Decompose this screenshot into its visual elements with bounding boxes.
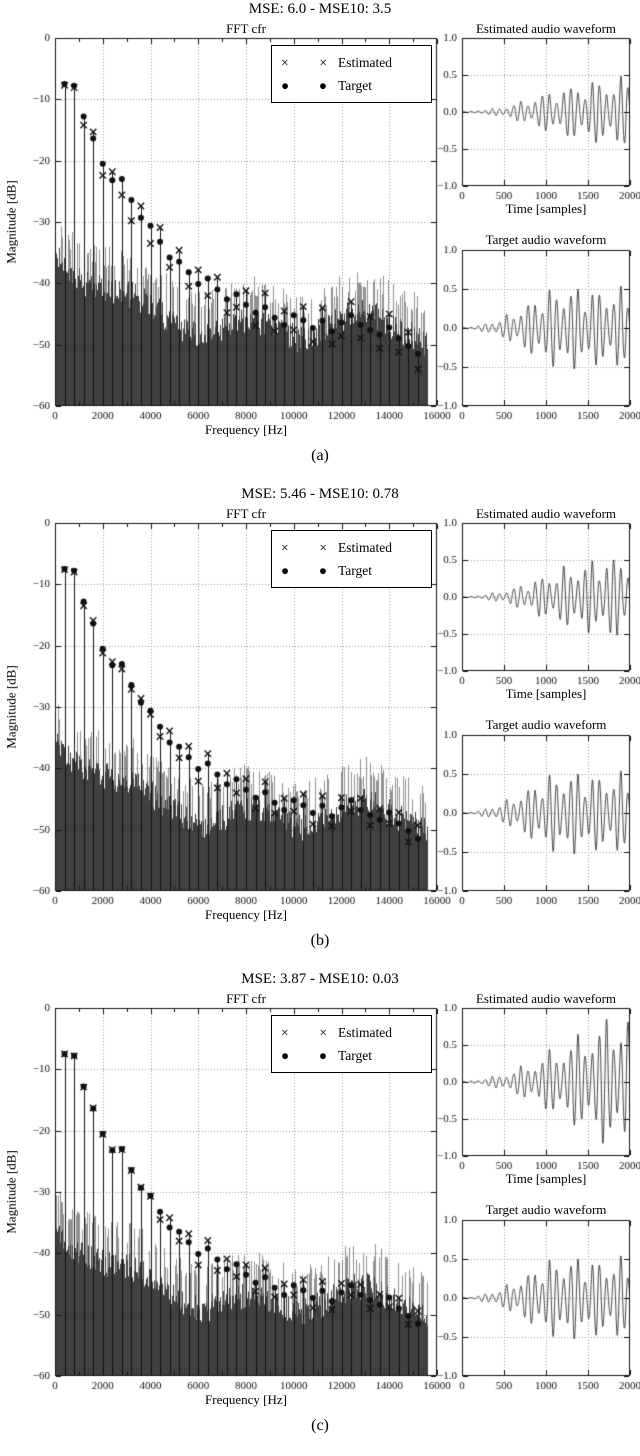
- legend-row-target: ● ● Target: [281, 559, 422, 582]
- time-axis-label: Time [samples]: [505, 201, 587, 216]
- legend-row-target: ● ● Target: [281, 74, 422, 97]
- estimated-waveform-title: Estimated audio waveform: [475, 21, 617, 36]
- legend-row-estimated: × × Estimated: [281, 51, 422, 74]
- estimated-waveform-title: Estimated audio waveform: [475, 506, 617, 521]
- dot-marker-icon: ● ●: [281, 563, 327, 579]
- panel-caption: (b): [310, 932, 330, 949]
- x-marker-icon: ×: [281, 539, 289, 555]
- x-marker-icon: ×: [319, 54, 327, 70]
- panel-caption: (a): [311, 447, 329, 464]
- panel-a: MSE: 6.0 - MSE10: 3.5 FFT cfr Magnitude …: [0, 0, 640, 485]
- x-marker-icon: ×: [281, 54, 289, 70]
- legend-row-target: ● ● Target: [281, 1044, 422, 1067]
- dot-marker-icon: ●: [318, 1047, 327, 1063]
- estimated-waveform-title: Estimated audio waveform: [475, 991, 617, 1006]
- x-marker-icon: × ×: [281, 55, 327, 71]
- fft-y-axis-label: Magnitude [dB]: [3, 665, 19, 749]
- target-waveform-title: Target audio waveform: [485, 717, 607, 732]
- legend-label-estimated: Estimated: [338, 539, 392, 555]
- legend-row-estimated: × × Estimated: [281, 536, 422, 559]
- dot-marker-icon: ●: [281, 562, 290, 578]
- target-waveform-title: Target audio waveform: [485, 1202, 607, 1217]
- mse-title: MSE: 6.0 - MSE10: 3.5: [248, 1, 392, 17]
- time-axis-label: Time [samples]: [505, 1171, 587, 1186]
- x-marker-icon: ×: [319, 539, 327, 555]
- fft-x-axis-label: Frequency [Hz]: [205, 907, 287, 922]
- x-marker-icon: ×: [319, 1024, 327, 1040]
- legend: × × Estimated ● ● Target: [271, 530, 432, 588]
- legend-label-target: Target: [338, 77, 373, 93]
- x-marker-icon: × ×: [281, 540, 327, 556]
- x-marker-icon: × ×: [281, 1025, 327, 1041]
- legend-label-target: Target: [338, 562, 373, 578]
- dot-marker-icon: ● ●: [281, 78, 327, 94]
- mse-title: MSE: 3.87 - MSE10: 0.03: [241, 971, 399, 987]
- time-axis-label: Time [samples]: [505, 686, 587, 701]
- mse-title: MSE: 5.46 - MSE10: 0.78: [241, 486, 399, 502]
- fft-x-axis-label: Frequency [Hz]: [205, 422, 287, 437]
- dot-marker-icon: ●: [318, 562, 327, 578]
- dot-marker-icon: ●: [281, 77, 290, 93]
- fft-plot-title: FFT cfr: [226, 506, 266, 521]
- legend: × × Estimated ● ● Target: [271, 1015, 432, 1073]
- panel-caption: (c): [311, 1417, 329, 1434]
- target-waveform-title: Target audio waveform: [485, 232, 607, 247]
- fft-y-axis-label: Magnitude [dB]: [3, 180, 19, 264]
- fft-plot-title: FFT cfr: [226, 21, 266, 36]
- dot-marker-icon: ● ●: [281, 1048, 327, 1064]
- fft-y-axis-label: Magnitude [dB]: [3, 1150, 19, 1234]
- dot-marker-icon: ●: [281, 1047, 290, 1063]
- legend: × × Estimated ● ● Target: [271, 45, 432, 103]
- fft-x-axis-label: Frequency [Hz]: [205, 1392, 287, 1407]
- dot-marker-icon: ●: [318, 77, 327, 93]
- x-marker-icon: ×: [281, 1024, 289, 1040]
- fft-plot-title: FFT cfr: [226, 991, 266, 1006]
- legend-row-estimated: × × Estimated: [281, 1021, 422, 1044]
- legend-label-estimated: Estimated: [338, 1024, 392, 1040]
- panel-c: MSE: 3.87 - MSE10: 0.03 FFT cfr Magnitud…: [0, 970, 640, 1455]
- panel-b: MSE: 5.46 - MSE10: 0.78 FFT cfr Magnitud…: [0, 485, 640, 970]
- legend-label-target: Target: [338, 1047, 373, 1063]
- legend-label-estimated: Estimated: [338, 54, 392, 70]
